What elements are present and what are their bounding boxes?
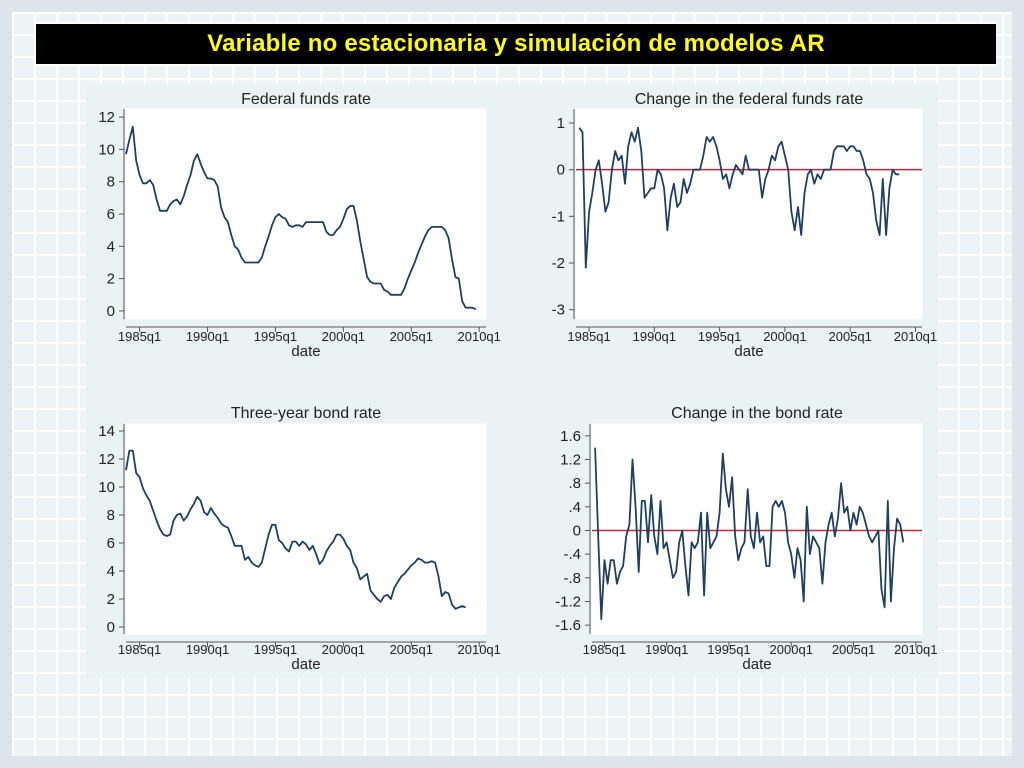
x-tick-label: 2005q1: [390, 329, 433, 344]
y-tick-label: -1.6: [555, 617, 581, 634]
y-tick-label: 1.6: [560, 428, 581, 445]
x-tick-label: 2005q1: [832, 642, 875, 657]
y-tick-label: 1.2: [560, 451, 581, 468]
x-tick-label: 2000q1: [770, 642, 813, 657]
y-tick-label: 14: [98, 423, 115, 440]
y-tick-label: 6: [107, 206, 115, 223]
y-tick-label: -2: [552, 255, 565, 272]
chart-title: Three-year bond rate: [231, 405, 381, 422]
y-tick-label: -.4: [563, 546, 581, 563]
y-tick-label: 8: [107, 174, 115, 191]
y-tick-label: 1: [557, 115, 565, 132]
x-tick-label: 1985q1: [567, 329, 610, 344]
chart-title: Change in the federal funds rate: [635, 91, 864, 108]
x-tick-label: 1985q1: [118, 329, 161, 344]
x-tick-label: 2005q1: [390, 642, 433, 657]
y-tick-label: 2: [107, 271, 115, 288]
plot-area: [591, 423, 923, 635]
series-line: [578, 126, 900, 269]
chart-change-bond-rate: Change in the bond rate -1.6 -1.2 -.8 -.4 0 .4…: [555, 405, 937, 673]
y-tick-label: 12: [98, 451, 115, 468]
x-axis-label: date: [291, 656, 320, 673]
y-tick-label: .4: [568, 499, 581, 516]
y-tick-label: 8: [107, 507, 115, 524]
x-tick-label: 2010q1: [458, 642, 501, 657]
y-tick-label: 4: [107, 238, 115, 255]
y-tick-label: 0: [573, 522, 581, 539]
title-bar: Variable no estacionaria y simulación de…: [36, 22, 996, 66]
y-tick-label: .8: [568, 475, 581, 492]
series-line: [125, 125, 477, 311]
x-axis-label: date: [734, 343, 763, 360]
x-tick-label: 2000q1: [763, 329, 806, 344]
y-tick-label: 4: [107, 563, 115, 580]
x-tick-label: 1990q1: [645, 642, 688, 657]
y-tick-label: 0: [107, 303, 115, 320]
figure-panel: Federal funds rate 0 2 4 6 8 10 12 1985q1 1990q1 1…: [86, 84, 938, 678]
x-tick-label: 2005q1: [828, 329, 871, 344]
y-tick-label: -1: [552, 208, 565, 225]
y-tick-label: 6: [107, 535, 115, 552]
y-tick-label: -3: [552, 302, 565, 319]
plot-area: [575, 108, 923, 320]
x-tick-label: 1985q1: [583, 642, 626, 657]
y-tick-label: -.8: [563, 570, 581, 587]
y-tick-label: 10: [98, 479, 115, 496]
series-line: [594, 447, 905, 621]
slide-title: Variable no estacionaria y simulación de…: [207, 30, 825, 57]
x-tick-label: 2000q1: [322, 642, 365, 657]
x-axis-label: date: [291, 343, 320, 360]
y-tick-label: 12: [98, 109, 115, 126]
x-tick-label: 1990q1: [186, 642, 229, 657]
x-tick-label: 2010q1: [894, 329, 937, 344]
chart-change-federal-funds-rate: Change in the federal funds rate -3 -2 -1 0 1…: [552, 91, 938, 360]
series-line: [125, 449, 466, 610]
x-tick-label: 1995q1: [698, 329, 741, 344]
chart-title: Federal funds rate: [241, 91, 371, 108]
y-tick-label: 2: [107, 591, 115, 608]
x-axis-label: date: [742, 656, 771, 673]
x-tick-label: 1995q1: [254, 642, 297, 657]
x-tick-label: 2010q1: [458, 329, 501, 344]
y-tick-label: 0: [107, 619, 115, 636]
y-tick-label: 0: [557, 162, 565, 179]
x-tick-label: 1995q1: [707, 642, 750, 657]
chart-title: Change in the bond rate: [671, 405, 843, 422]
y-tick-label: 10: [98, 141, 115, 158]
x-tick-label: 1995q1: [254, 329, 297, 344]
x-tick-label: 1985q1: [118, 642, 161, 657]
x-tick-label: 1990q1: [633, 329, 676, 344]
x-tick-label: 2010q1: [894, 642, 937, 657]
x-tick-label: 1990q1: [186, 329, 229, 344]
y-tick-label: -1.2: [555, 593, 581, 610]
x-tick-label: 2000q1: [322, 329, 365, 344]
plot-area: [125, 108, 487, 320]
chart-federal-funds-rate: Federal funds rate 0 2 4 6 8 10 12 1985q1 1990q1 1…: [98, 91, 501, 360]
chart-three-year-bond-rate: Three-year bond rate 0 2 4 6 8 10 12 14 1985q1 199…: [98, 405, 501, 673]
plot-area: [125, 423, 487, 635]
